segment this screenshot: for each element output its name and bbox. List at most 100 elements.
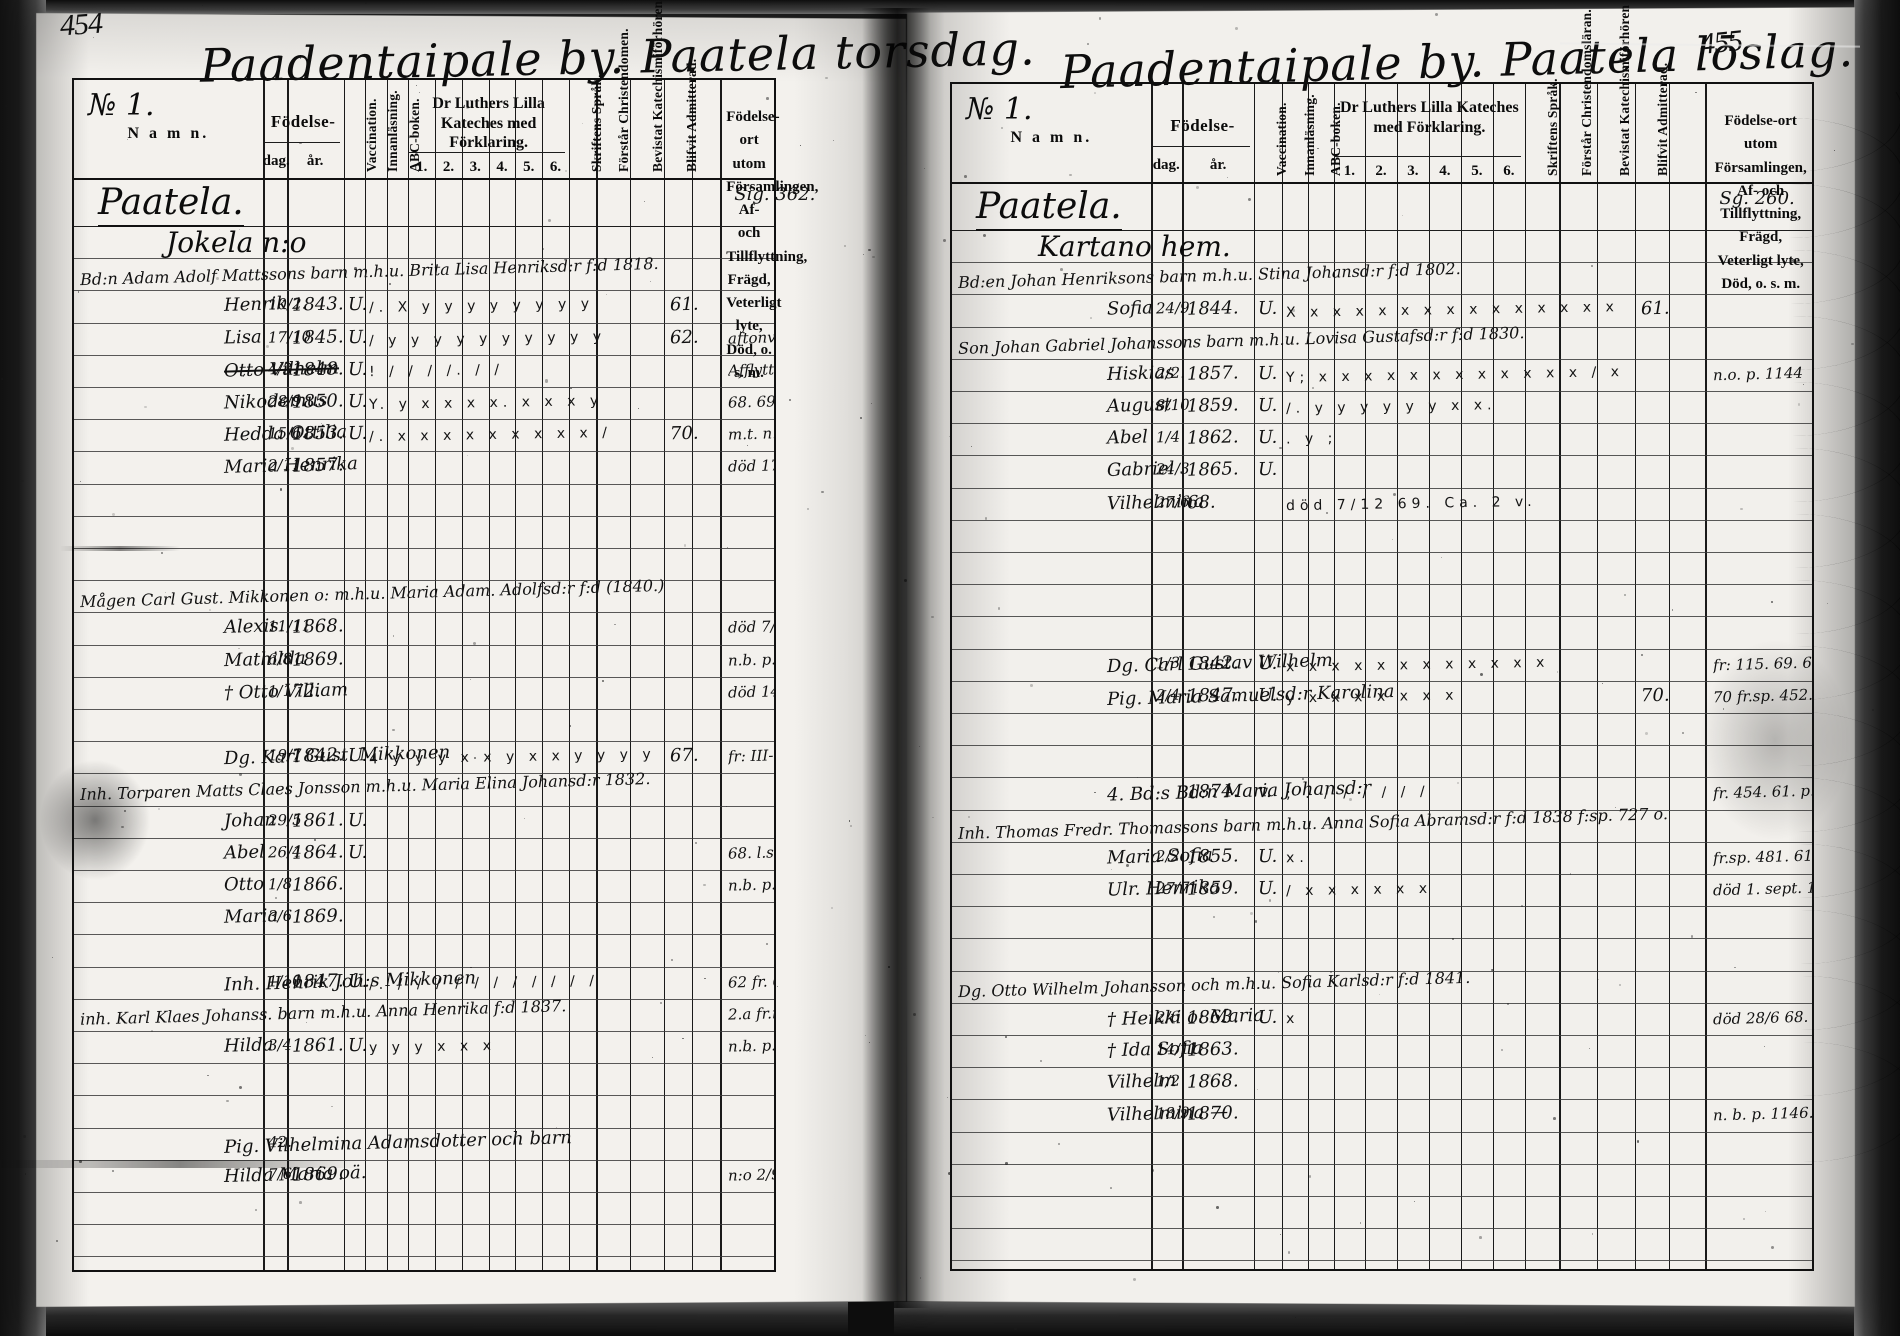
vaccination-mark: U. — [1258, 877, 1278, 900]
table-row-rule — [74, 612, 774, 614]
column-header-kateches-3: 3. — [1407, 163, 1419, 179]
birth-year: 1845. — [291, 325, 344, 349]
table-row-rule — [74, 966, 774, 968]
column-header-dr-luthers-kateches: Dr Luthers Lilla Kateches med Förklaring… — [1339, 99, 1519, 136]
birth-year: 1864. — [291, 841, 344, 864]
household-reference-note: Sg. 260. — [1719, 188, 1795, 209]
column-header-kateches-6: 6. — [549, 159, 562, 175]
birth-year: 1843. — [291, 293, 344, 317]
catechism-marks: död 7/12 69. Ca. 2 v. — [1285, 493, 1537, 514]
vaccination-mark: U. — [1258, 459, 1278, 481]
birth-day: 3/6 — [267, 906, 293, 926]
table-column-rule — [568, 80, 570, 1270]
vaccination-mark: U. — [1258, 362, 1278, 385]
vaccination-mark: U. — [347, 744, 368, 767]
table-row-rule — [74, 451, 774, 453]
birth-year: 1853. — [291, 422, 344, 445]
remarks-note: 2.a fr.m. 535. — [728, 1006, 775, 1023]
table-column-rule — [286, 80, 289, 1270]
remarks-note: död 14/9 72. — [728, 684, 775, 701]
person-name: † Heikki o: Maria — [1106, 1004, 1265, 1030]
folio-number-left: 454 — [58, 6, 104, 43]
household-reference-note: Sig. 362. — [734, 184, 816, 205]
household-subtitle: Kartano hem. — [1038, 230, 1231, 263]
table-row-rule — [74, 1256, 774, 1258]
remarks-note: fr: III-61. — [728, 748, 775, 765]
person-name: Hilda — [223, 1034, 274, 1057]
birth-year: 1863. — [1186, 1006, 1239, 1029]
birth-year: 1874. — [1186, 780, 1239, 804]
table-column-rule — [515, 80, 517, 1270]
table-row-rule — [952, 906, 1812, 908]
table-header-rule — [952, 182, 1812, 184]
table-column-rule — [1705, 84, 1708, 1269]
table-column-rule — [1558, 84, 1561, 1269]
column-header-fodelse: Födelse- — [1170, 116, 1235, 135]
table-row-rule — [74, 483, 774, 485]
family-head-entry: Bd:n Adam Adolf Mattssons barn m.h.u. Br… — [79, 254, 659, 290]
catechism-marks: Y; x x x x x x x x x x x x / x — [1285, 363, 1625, 386]
table-column-rule — [663, 80, 665, 1270]
birth-day: 1/8 — [267, 874, 293, 894]
table-row-rule — [952, 294, 1812, 296]
table-column-rule — [1181, 84, 1184, 1269]
table-row-rule — [74, 1224, 774, 1226]
family-head-entry: Son Johan Gabriel Johanssons barn m.h.u.… — [957, 322, 1525, 358]
catechism-marks: X x x x x x x x x x x x x x x — [1285, 299, 1620, 322]
table-row-rule — [74, 676, 774, 678]
table-row-rule — [74, 1095, 774, 1097]
film-edge-bottom — [0, 1302, 1900, 1336]
vaccination-mark: U. — [347, 294, 368, 316]
birth-day: 7/6 — [267, 1164, 293, 1184]
table-row-rule — [952, 874, 1812, 875]
luther-divider — [1333, 156, 1521, 157]
vaccination-mark: U. — [1258, 845, 1278, 868]
table-column-rule — [1596, 84, 1598, 1269]
table-column-rule — [1254, 84, 1256, 1269]
vaccination-mark: U. — [347, 841, 368, 864]
birth-year: 1869. — [291, 1163, 344, 1186]
table-row-rule — [74, 773, 774, 775]
catechism-marks: . y ; — [1285, 430, 1338, 448]
vaccination-mark: U. — [347, 1034, 368, 1057]
birth-year: 1868. — [291, 615, 344, 639]
family-head-entry: Bd:en Johan Henriksons barn m.h.u. Stina… — [957, 259, 1461, 293]
table-row-rule — [74, 837, 774, 839]
table-row-rule — [74, 419, 774, 421]
remarks-note: fr.sp. 481. 61. — [1713, 848, 1813, 867]
birth-year: 1850. — [291, 390, 344, 413]
table-column-rule — [692, 80, 694, 1270]
birth-day: 2/2. — [1155, 363, 1185, 383]
table-row-rule — [952, 326, 1812, 328]
table-row-rule — [952, 519, 1812, 521]
table-column-rule — [488, 80, 490, 1270]
birth-year: 1861. — [291, 1034, 344, 1057]
catechism-marks: y y y x x x — [369, 1037, 497, 1057]
birth-year: 1859. — [1186, 394, 1239, 417]
remarks-note: 68. l.sp. 102. — [728, 845, 775, 862]
table-row-rule — [952, 584, 1812, 586]
table-row-rule — [74, 1127, 774, 1129]
catechism-marks: 4 y y y x x y x x y y y y — [369, 746, 657, 768]
person-name: Abel — [223, 841, 266, 864]
vaccination-mark: U. — [347, 390, 368, 413]
person-name: Lisa — [223, 326, 262, 349]
remarks-note: död 7/6 1866. — [728, 619, 775, 637]
table-row-rule — [74, 354, 774, 356]
table-column-rule — [386, 80, 388, 1270]
column-header-kateches-2: 2. — [1375, 163, 1387, 179]
table-row-rule — [74, 805, 774, 807]
birth-year: 1866. — [291, 873, 344, 896]
table-column-rule — [1460, 84, 1462, 1269]
table-row-rule — [952, 745, 1812, 747]
vaccination-mark: U. — [1258, 652, 1278, 674]
table-column-rule — [1669, 84, 1671, 1269]
birth-year: 1859. — [1186, 877, 1239, 900]
table-column-rule — [542, 80, 544, 1270]
table-column-rule — [1364, 84, 1366, 1269]
column-header-ar: år. — [306, 153, 324, 169]
birth-day: 24/3 — [1155, 459, 1190, 479]
column-header-dr-luthers-kateches: Dr Luthers Lilla Kateches med Förklaring… — [432, 95, 545, 152]
table-row-rule — [74, 741, 774, 743]
table-row-rule — [74, 322, 774, 324]
